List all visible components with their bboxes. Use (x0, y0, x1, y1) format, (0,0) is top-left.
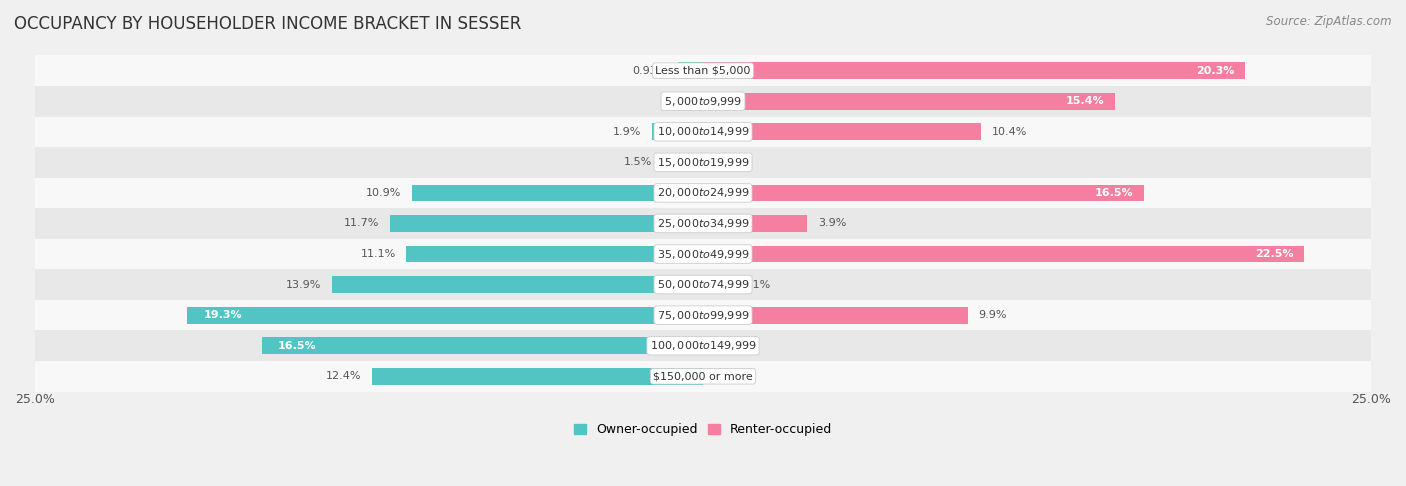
Bar (35, 300, 1371, 330)
Bar (35, 269, 1371, 300)
Text: $15,000 to $19,999: $15,000 to $19,999 (657, 156, 749, 169)
Text: 0.0%: 0.0% (661, 96, 689, 106)
Bar (35, 330, 1371, 361)
Bar (332, 276, 703, 293)
Text: Less than $5,000: Less than $5,000 (655, 66, 751, 76)
Text: $75,000 to $99,999: $75,000 to $99,999 (657, 309, 749, 322)
Text: 1.9%: 1.9% (613, 127, 641, 137)
Text: 3.9%: 3.9% (818, 219, 846, 228)
Text: 13.9%: 13.9% (285, 279, 321, 290)
Text: 0.0%: 0.0% (717, 341, 745, 351)
Text: $50,000 to $74,999: $50,000 to $74,999 (657, 278, 749, 291)
Bar (35, 147, 1371, 178)
Text: OCCUPANCY BY HOUSEHOLDER INCOME BRACKET IN SESSER: OCCUPANCY BY HOUSEHOLDER INCOME BRACKET … (14, 15, 522, 33)
Bar (703, 185, 1144, 201)
Text: 15.4%: 15.4% (1066, 96, 1104, 106)
Text: $25,000 to $34,999: $25,000 to $34,999 (657, 217, 749, 230)
Bar (35, 55, 1371, 86)
Text: 9.9%: 9.9% (979, 310, 1007, 320)
Bar (262, 337, 703, 354)
Text: 1.5%: 1.5% (624, 157, 652, 167)
Text: 0.93%: 0.93% (633, 66, 668, 76)
Bar (35, 239, 1371, 269)
Text: 20.3%: 20.3% (1197, 66, 1234, 76)
Bar (703, 123, 981, 140)
Bar (703, 93, 1115, 110)
Text: 16.5%: 16.5% (1095, 188, 1133, 198)
Text: $35,000 to $49,999: $35,000 to $49,999 (657, 247, 749, 260)
Bar (703, 215, 807, 232)
Bar (703, 62, 1246, 79)
Bar (35, 208, 1371, 239)
Text: $10,000 to $14,999: $10,000 to $14,999 (657, 125, 749, 139)
Bar (35, 117, 1371, 147)
Bar (678, 62, 703, 79)
Text: 16.5%: 16.5% (278, 341, 316, 351)
Text: 19.3%: 19.3% (204, 310, 242, 320)
Bar (35, 86, 1371, 117)
Text: $100,000 to $149,999: $100,000 to $149,999 (650, 339, 756, 352)
Text: 25.0%: 25.0% (1351, 393, 1391, 406)
Text: $150,000 or more: $150,000 or more (654, 371, 752, 382)
Text: 0.0%: 0.0% (717, 371, 745, 382)
Text: 11.7%: 11.7% (344, 219, 380, 228)
Text: 10.4%: 10.4% (991, 127, 1026, 137)
Bar (703, 307, 967, 324)
Text: 11.1%: 11.1% (360, 249, 395, 259)
Bar (652, 123, 703, 140)
Text: 12.4%: 12.4% (325, 371, 361, 382)
Bar (412, 185, 703, 201)
Bar (187, 307, 703, 324)
Text: 1.1%: 1.1% (744, 279, 772, 290)
Text: 22.5%: 22.5% (1256, 249, 1294, 259)
Bar (35, 178, 1371, 208)
Bar (703, 245, 1305, 262)
Bar (406, 245, 703, 262)
Bar (662, 154, 703, 171)
Text: Source: ZipAtlas.com: Source: ZipAtlas.com (1267, 15, 1392, 28)
Text: $20,000 to $24,999: $20,000 to $24,999 (657, 187, 749, 199)
Text: 0.0%: 0.0% (717, 157, 745, 167)
Text: $5,000 to $9,999: $5,000 to $9,999 (664, 95, 742, 108)
Text: 25.0%: 25.0% (15, 393, 55, 406)
Bar (35, 361, 1371, 392)
Bar (391, 215, 703, 232)
Text: 10.9%: 10.9% (366, 188, 401, 198)
Bar (371, 368, 703, 385)
Legend: Owner-occupied, Renter-occupied: Owner-occupied, Renter-occupied (568, 418, 838, 441)
Bar (703, 276, 733, 293)
